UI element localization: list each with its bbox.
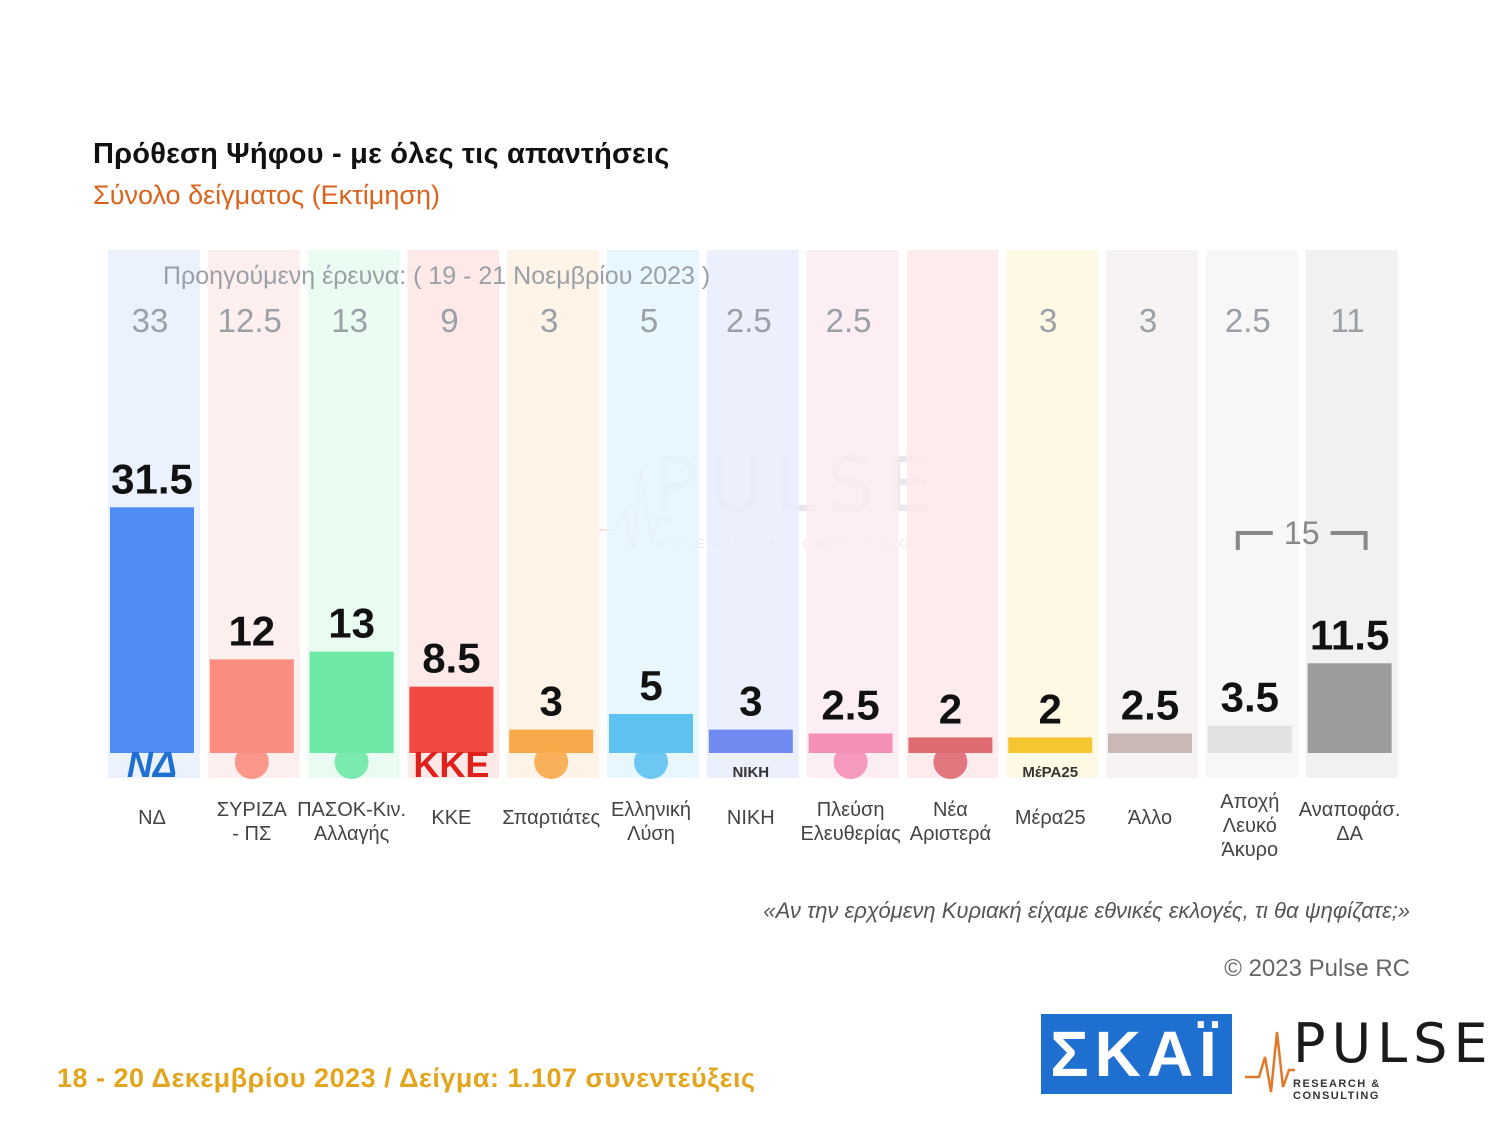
category-label: Νέα Αριστερά: [910, 799, 991, 845]
bar: [1307, 663, 1392, 753]
bar: [1207, 725, 1292, 753]
data-label: 3: [540, 678, 563, 725]
niki-logo: ΝΙΚΗ: [732, 764, 769, 781]
data-label: 3.5: [1221, 674, 1279, 721]
category-label: Μέρα25: [1015, 807, 1086, 829]
previous-value: 12.5: [218, 302, 282, 339]
plefsi-logo: [833, 745, 868, 779]
previous-value: 2.5: [826, 302, 872, 339]
data-label: 5: [639, 662, 662, 709]
bar: [309, 651, 394, 753]
previous-value: 3: [540, 302, 558, 339]
logo-emblem: [234, 745, 269, 779]
previous-value: 9: [440, 302, 458, 339]
pulse-logo-sub: RESEARCH & CONSULTING: [1293, 1078, 1381, 1102]
bracket-right: [1330, 531, 1368, 550]
category-label: ΚΚΕ: [431, 807, 471, 829]
column-background: [1106, 250, 1198, 778]
logo-text: ΜέΡΑ25: [1022, 764, 1078, 781]
spartiates-logo: [534, 745, 569, 779]
column-background: [806, 250, 899, 778]
elliniki-lysi-logo: [634, 745, 668, 779]
data-label: 2: [1039, 685, 1062, 732]
skai-logo: ΣΚΑΪ: [1041, 1014, 1232, 1094]
bracket-label: 15: [1284, 515, 1320, 551]
logo-text: ΝΙΚΗ: [732, 764, 769, 781]
previous-value: 3: [1039, 302, 1057, 339]
data-label: 31.5: [111, 455, 193, 502]
column-background: [706, 250, 799, 778]
logo-emblem: [634, 745, 668, 779]
column-background: [607, 250, 699, 778]
category-label: ΣΥΡΙΖΑ - ΠΣ: [217, 799, 288, 845]
previous-value: 3: [1139, 302, 1157, 339]
data-label: 13: [328, 600, 375, 647]
bar: [409, 686, 494, 753]
column-background: [507, 250, 600, 778]
previous-value: 13: [331, 302, 368, 339]
bar: [509, 729, 594, 753]
column-background: [906, 250, 999, 778]
bar: [808, 733, 893, 753]
column-background: [1006, 250, 1099, 778]
category-label: ΝΙΚΗ: [727, 807, 775, 829]
data-label: 2: [939, 685, 962, 732]
category-label: Πλεύση Ελευθερίας: [800, 799, 901, 845]
data-label: 8.5: [422, 635, 480, 682]
logo-emblem: [334, 745, 369, 779]
logo-text: ΝΔ: [127, 744, 177, 785]
bar: [209, 659, 294, 753]
previous-survey-label: Προηγούμενη έρευνα: ( 19 - 21 Νοεμβρίου …: [163, 262, 711, 290]
bracket-left: [1235, 531, 1273, 550]
data-label: 2.5: [821, 682, 879, 729]
bar: [110, 507, 194, 753]
data-label: 12: [228, 607, 275, 654]
survey-footer: 18 - 20 Δεκεμβρίου 2023 / Δείγμα: 1.107 …: [57, 1063, 756, 1093]
logo-emblem: [833, 745, 868, 779]
logo-text: ΚΚΕ: [413, 744, 489, 785]
data-label: 3: [739, 678, 762, 725]
survey-question: «Αν την ερχόμενη Κυριακή είχαμε εθνικές …: [763, 898, 1410, 923]
data-label: 11.5: [1310, 611, 1389, 658]
mera25-logo: ΜέΡΑ25: [1022, 764, 1078, 781]
category-label: ΠΑΣΟΚ-Κιν. Αλλαγής: [297, 799, 406, 845]
previous-value: 33: [132, 302, 169, 339]
syriza-logo: [234, 745, 269, 779]
pasok-logo: [334, 745, 369, 779]
logo-emblem: [933, 745, 968, 779]
bar: [1008, 737, 1093, 753]
category-label: Αναποφάσ. ΔΑ: [1299, 799, 1401, 845]
category-label: Αποχή Λευκό Άκυρο: [1220, 791, 1279, 861]
category-label: ΝΔ: [138, 807, 166, 829]
nd-logo: ΝΔ: [127, 744, 177, 785]
data-label: 2.5: [1121, 682, 1179, 729]
category-label: Ελληνική Λύση: [611, 799, 691, 845]
bar: [1108, 733, 1192, 753]
category-label: Σπαρτιάτες: [502, 807, 600, 829]
copyright: © 2023 Pulse RC: [1224, 955, 1410, 982]
pulse-logo: PULSE RESEARCH & CONSULTING: [1245, 1012, 1488, 1102]
category-label: Άλλο: [1128, 807, 1172, 829]
previous-value: 2.5: [1225, 302, 1271, 339]
chart-title: Πρόθεση Ψήφου - με όλες τις απαντήσεις: [93, 138, 670, 170]
bar: [708, 729, 793, 753]
logo-emblem: [534, 745, 569, 779]
previous-value: 5: [640, 302, 658, 339]
pulse-logo-word: PULSE: [1293, 1012, 1494, 1075]
kke-logo: ΚΚΕ: [413, 744, 489, 785]
column-background: [1205, 250, 1298, 778]
nea-aristera-logo: [933, 745, 968, 779]
previous-value: 2.5: [726, 302, 772, 339]
pulse-wave-icon: [1245, 1031, 1295, 1093]
chart-subtitle: Σύνολο δείγματος (Εκτίμηση): [93, 180, 441, 210]
previous-value: 11: [1330, 302, 1364, 339]
